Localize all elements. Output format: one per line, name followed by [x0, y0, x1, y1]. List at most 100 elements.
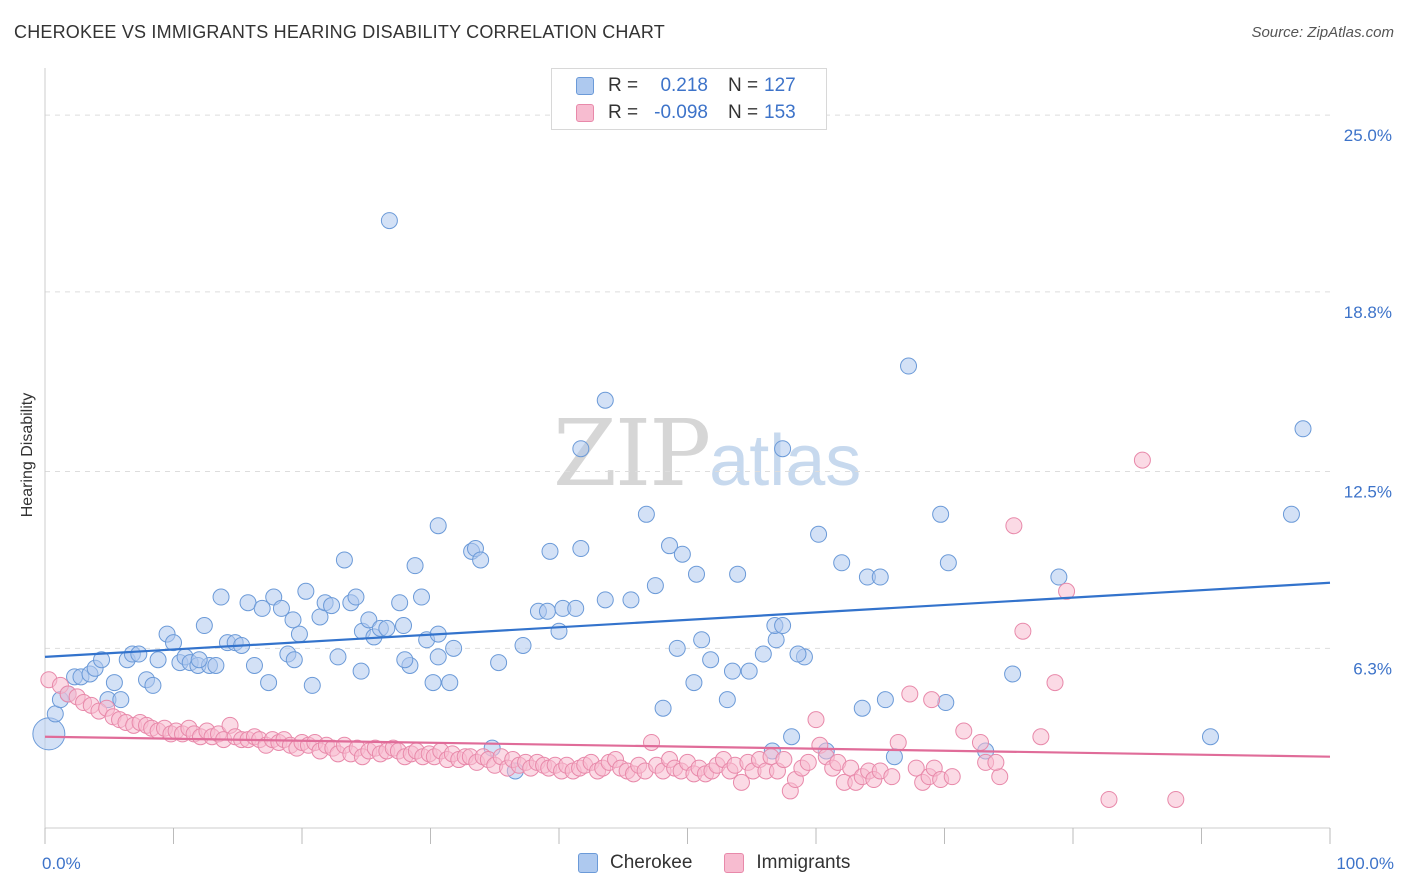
x-tick-label: 0.0%: [42, 854, 81, 873]
cherokee-point: [754, 645, 772, 663]
cherokee-trend-line: [44, 581, 1331, 658]
legend-row-immigrants: R = -0.098 N = 153: [576, 101, 796, 125]
cherokee-point: [1050, 568, 1068, 586]
cherokee-point: [284, 611, 302, 629]
cherokee-point: [783, 728, 801, 746]
legend-label-immigrants: Immigrants: [756, 852, 851, 873]
cherokee-point: [572, 440, 590, 458]
immigrants-point: [775, 751, 793, 769]
cherokee-point: [429, 517, 447, 535]
cherokee-point: [596, 391, 614, 409]
cherokee-point: [445, 639, 463, 657]
cherokee-point: [380, 212, 398, 230]
legend-correlation: R = 0.218 N = 127 R = -0.098 N = 153: [551, 68, 827, 130]
cherokee-point: [1294, 420, 1312, 438]
cherokee-swatch-icon: [578, 853, 598, 873]
n-label: N =: [728, 75, 759, 96]
r-value: -0.098: [654, 102, 708, 123]
cherokee-point: [718, 691, 736, 709]
cherokee-point: [378, 619, 396, 637]
legend-item-immigrants[interactable]: Immigrants: [724, 852, 850, 874]
immigrants-point: [799, 753, 817, 771]
cherokee-point: [297, 582, 315, 600]
chart-title: CHEROKEE VS IMMIGRANTS HEARING DISABILIT…: [14, 22, 665, 42]
immigrants-point: [1133, 451, 1151, 469]
cherokee-point: [723, 662, 741, 680]
cherokee-point: [396, 651, 414, 669]
cherokee-point: [105, 674, 123, 692]
immigrants-point: [1100, 790, 1118, 808]
cherokee-point: [144, 676, 162, 694]
axis-layer: [44, 68, 1331, 844]
cherokee-point: [900, 357, 918, 375]
cherokee-point: [303, 676, 321, 694]
y-tick-label: 12.5%: [1344, 483, 1392, 502]
n-value: 153: [764, 102, 796, 123]
cherokee-point: [646, 577, 664, 595]
immigrants-point: [901, 685, 919, 703]
y-tick-label: 6.3%: [1353, 659, 1392, 678]
legend-row-cherokee: R = 0.218 N = 127: [576, 74, 796, 98]
cherokee-point: [472, 551, 490, 569]
immigrants-point: [907, 759, 925, 777]
cherokee-point: [833, 554, 851, 572]
cherokee-point: [413, 588, 431, 606]
cherokee-point: [932, 505, 950, 523]
cherokee-point: [774, 617, 792, 635]
legend-item-cherokee[interactable]: Cherokee: [578, 852, 692, 874]
immigrants-swatch-icon: [576, 104, 594, 122]
cherokee-point: [810, 525, 828, 543]
cherokee-point: [93, 651, 111, 669]
y-axis-label: Hearing Disability: [19, 392, 36, 518]
immigrants-point: [971, 733, 989, 751]
legend-series: Cherokee Immigrants: [578, 852, 882, 874]
cherokee-point: [767, 631, 785, 649]
cherokee-point: [46, 705, 64, 723]
tick-label-layer: 6.3% 12.5% 18.8% 25.0% 0.0% 100.0%: [42, 126, 1394, 873]
cherokee-point: [395, 617, 413, 635]
immigrants-point: [1167, 790, 1185, 808]
cherokee-point: [429, 648, 447, 666]
cherokee-point: [876, 691, 894, 709]
immigrants-point: [987, 753, 1005, 771]
cherokee-point: [668, 639, 686, 657]
cherokee-point: [290, 625, 308, 643]
cherokee-point: [937, 694, 955, 712]
cherokee-point: [406, 557, 424, 575]
immigrants-point: [807, 711, 825, 729]
cherokee-point: [661, 537, 679, 555]
cherokee-point: [335, 551, 353, 569]
cherokee-point: [165, 634, 182, 652]
cherokee-point: [1282, 505, 1300, 523]
cherokee-point: [253, 599, 271, 617]
cherokee-point: [572, 540, 590, 558]
cherokee-point: [260, 674, 278, 692]
immigrants-point: [955, 722, 973, 740]
cherokee-point: [212, 588, 230, 606]
cherokee-point: [195, 617, 213, 635]
cherokee-point: [693, 631, 711, 649]
cherokee-point: [567, 599, 585, 617]
cherokee-point: [939, 554, 957, 572]
cherokee-point: [596, 591, 614, 609]
cherokee-point: [149, 651, 167, 669]
immigrants-point: [1058, 582, 1076, 600]
trend-layer: [44, 581, 1331, 758]
r-label: R =: [608, 75, 639, 96]
r-label: R =: [608, 102, 639, 123]
cherokee-point: [654, 699, 672, 717]
cherokee-point: [112, 691, 130, 709]
y-tick-label: 25.0%: [1344, 126, 1392, 145]
cherokee-point: [871, 568, 889, 586]
cherokee-swatch-icon: [576, 77, 594, 95]
cherokee-point: [1004, 665, 1022, 683]
cherokee-point: [490, 654, 508, 672]
cherokee-point: [687, 565, 705, 583]
cherokee-point: [729, 565, 747, 583]
cherokee-point: [673, 545, 691, 563]
cherokee-point: [740, 662, 758, 680]
cherokee-point: [391, 594, 409, 612]
immigrants-point: [732, 773, 750, 791]
cherokee-point: [702, 651, 720, 669]
